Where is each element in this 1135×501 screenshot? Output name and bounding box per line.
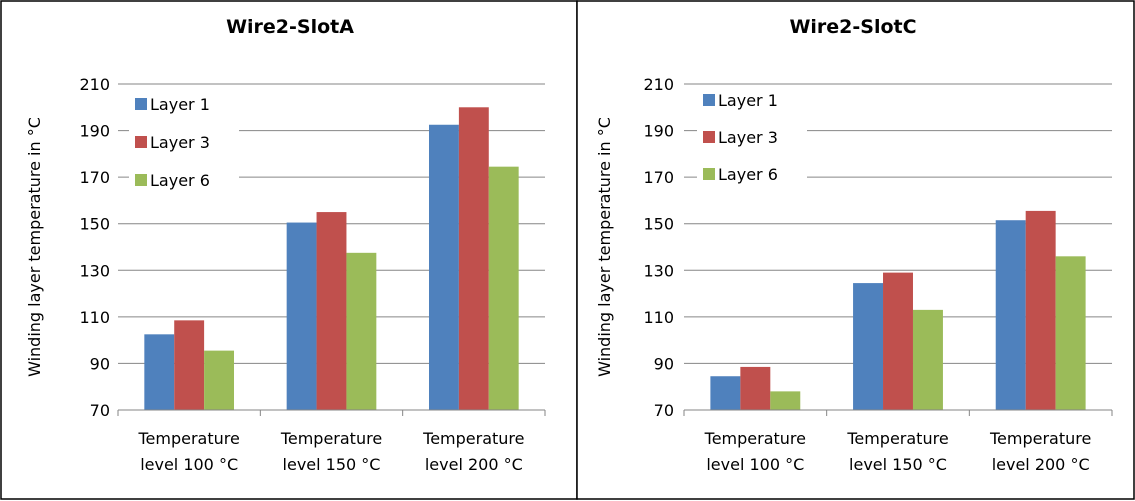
x-tick-label-line: Temperature [989,429,1091,448]
y-tick-label: 90 [90,354,110,373]
x-tick-label: Temperature level 150 °C [280,429,382,474]
x-tick-label-line: Temperature [422,429,524,448]
y-tick-label: 170 [79,168,110,187]
bar-layer-6-3 [1055,256,1086,410]
x-tick-label-line: Temperature [280,429,382,448]
bar-layer-1-3 [995,220,1026,410]
legend: Layer 1 Layer 3 Layer 6 [697,86,807,190]
y-tick-label: 70 [90,401,110,420]
y-tick-label: 130 [643,261,674,280]
bar-layer-6-3 [488,166,519,410]
bar-layer-3-2 [883,272,913,410]
x-tick-label: Temperature level 100 °C [704,429,806,474]
x-tick-label: Temperature level 200 °C [989,429,1091,474]
bar-layer-1-1 [144,334,175,410]
y-tick-label: 210 [643,75,674,94]
legend-swatch-layer-6 [135,174,147,186]
legend-label-layer-1: Layer 1 [718,91,778,110]
chart-title: Wire2-SlotC [789,16,916,38]
x-tick-label-line: Temperature [704,429,806,448]
x-tick-label-line: level 200 °C [425,455,523,474]
y-tick-label: 70 [654,401,674,420]
x-tick-label: Temperature level 100 °C [137,429,239,474]
x-tick-label-line: level 100 °C [706,455,804,474]
legend-swatch-layer-3 [703,131,715,143]
bar-layer-3-3 [1025,210,1056,410]
legend-label-layer-6: Layer 6 [150,171,210,190]
x-tick-label: Temperature level 200 °C [422,429,524,474]
bar-layer-3-2 [316,212,347,410]
bar-layer-1-3 [428,124,459,410]
y-tick-label: 110 [79,308,110,327]
legend: Layer 1 Layer 3 Layer 6 [129,90,239,200]
y-tick-label: 130 [79,261,110,280]
y-tick-label: 190 [79,122,110,141]
legend-background [129,90,239,200]
bar-layer-1-1 [710,376,741,410]
legend-label-layer-3: Layer 3 [150,133,210,152]
bar-layer-3-3 [458,107,489,411]
chart-panel-wire2-slotc: Wire2-SlotC 70 90 110 130 150 170 190 210 Winding… [576,0,1135,500]
bar-layer-6-1 [770,391,801,410]
legend-label-layer-1: Layer 1 [150,95,210,114]
x-tick-label: Temperature level 150 °C [846,429,948,474]
legend-label-layer-3: Layer 3 [718,128,778,147]
x-tick-label-line: level 150 °C [849,455,947,474]
legend-swatch-layer-1 [135,98,147,110]
x-tick-label-line: level 150 °C [283,455,381,474]
bar-layer-3-1 [740,366,771,410]
chart-panel-wire2-slota: Wire2-SlotA 70 90 110 130 150 170 190 210 Winding… [0,0,578,500]
y-tick-label: 190 [643,122,674,141]
y-tick-label: 210 [79,75,110,94]
x-tick-label-line: Temperature [846,429,948,448]
x-tick-label-line: level 100 °C [140,455,238,474]
bar-layer-6-1 [204,350,235,410]
x-tick-label-line: level 200 °C [992,455,1090,474]
legend-swatch-layer-1 [703,94,715,106]
y-tick-label: 110 [643,308,674,327]
legend-background [697,86,807,190]
y-tick-label: 150 [79,215,110,234]
legend-label-layer-6: Layer 6 [718,165,778,184]
chart-title: Wire2-SlotA [226,16,354,38]
y-tick-label: 90 [654,354,674,373]
x-tick-label-line: Temperature [137,429,239,448]
bar-layer-1-2 [853,283,884,410]
bar-layer-6-2 [346,252,377,410]
bar-layer-1-2 [286,222,317,410]
y-tick-label: 150 [643,215,674,234]
bar-layer-6-2 [912,309,943,410]
legend-swatch-layer-3 [135,136,147,148]
y-tick-label: 170 [643,168,674,187]
bar-layer-3-1 [174,320,205,410]
y-axis-title: Winding layer temperature in °C [25,117,44,377]
y-axis-title: Winding layer temperature in °C [595,117,614,377]
legend-swatch-layer-6 [703,168,715,180]
